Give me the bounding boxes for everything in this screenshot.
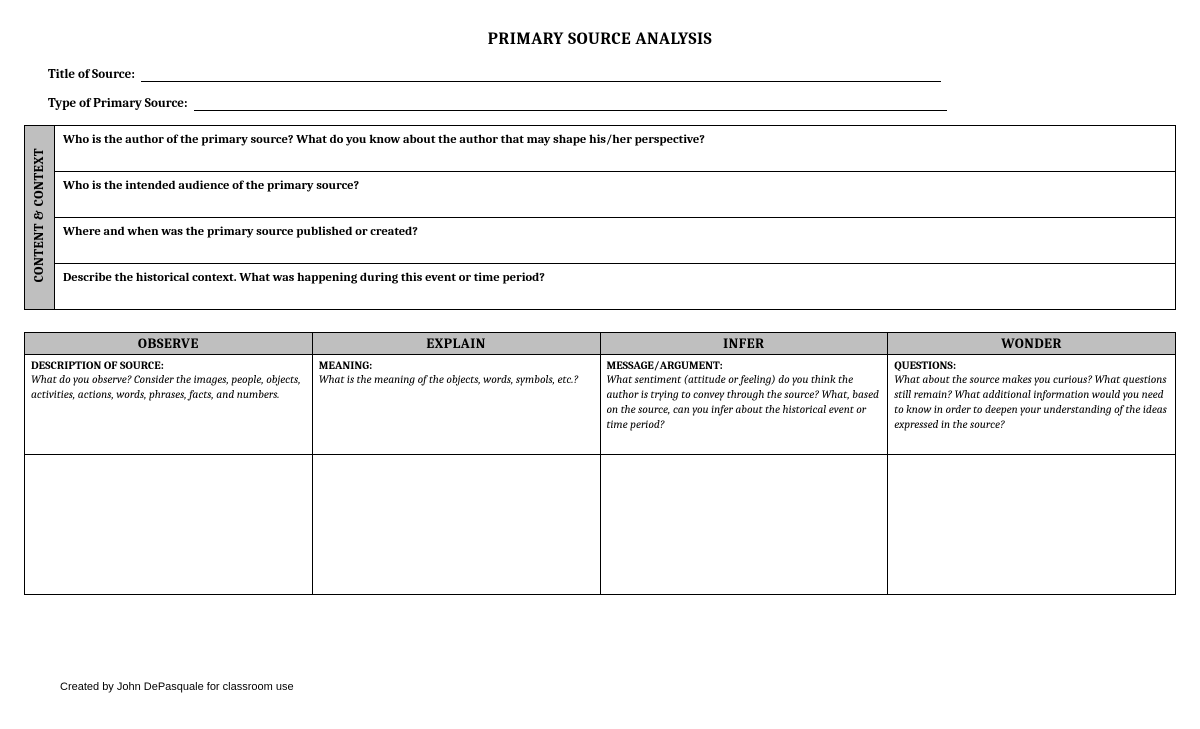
oeiw-table: OBSERVE EXPLAIN INFER WONDER DESCRIPTION… — [24, 332, 1176, 595]
blank-explain[interactable] — [312, 454, 600, 594]
blank-infer[interactable] — [600, 454, 888, 594]
content-context-side-label: CONTENT & CONTEXT — [25, 126, 55, 310]
desc-infer-sub: MESSAGE/ARGUMENT: — [607, 359, 882, 374]
desc-wonder-body: What about the source makes you curious?… — [894, 373, 1167, 431]
cc-question-audience: Who is the intended audience of the prim… — [55, 171, 1176, 217]
type-of-source-field: Type of Primary Source: — [48, 96, 1176, 111]
cc-question-author: Who is the author of the primary source?… — [55, 126, 1176, 172]
desc-observe-body: What do you observe? Consider the images… — [31, 373, 301, 401]
content-context-table: CONTENT & CONTEXT Who is the author of t… — [24, 125, 1176, 310]
desc-infer: MESSAGE/ARGUMENT: What sentiment (attitu… — [600, 354, 888, 454]
header-explain: EXPLAIN — [312, 332, 600, 354]
header-wonder: WONDER — [888, 332, 1176, 354]
blank-observe[interactable] — [25, 454, 313, 594]
worksheet-page: PRIMARY SOURCE ANALYSIS Title of Source:… — [0, 0, 1200, 595]
page-title: PRIMARY SOURCE ANALYSIS — [24, 30, 1176, 49]
footer-credit: Created by John DePasquale for classroom… — [60, 681, 294, 693]
desc-infer-body: What sentiment (attitude or feeling) do … — [607, 373, 879, 431]
cc-question-where-when: Where and when was the primary source pu… — [55, 217, 1176, 263]
desc-wonder: QUESTIONS: What about the source makes y… — [888, 354, 1176, 454]
desc-wonder-sub: QUESTIONS: — [894, 359, 1169, 374]
title-of-source-field: Title of Source: — [48, 67, 1176, 82]
desc-observe: DESCRIPTION OF SOURCE: What do you obser… — [25, 354, 313, 454]
title-of-source-line[interactable] — [141, 68, 941, 82]
header-infer: INFER — [600, 332, 888, 354]
type-of-source-line[interactable] — [194, 97, 947, 111]
blank-wonder[interactable] — [888, 454, 1176, 594]
desc-observe-sub: DESCRIPTION OF SOURCE: — [31, 359, 306, 374]
desc-explain-body: What is the meaning of the objects, word… — [319, 373, 578, 386]
title-of-source-label: Title of Source: — [48, 67, 135, 82]
type-of-source-label: Type of Primary Source: — [48, 96, 188, 111]
header-observe: OBSERVE — [25, 332, 313, 354]
desc-explain-sub: MEANING: — [319, 359, 594, 374]
cc-question-context: Describe the historical context. What wa… — [55, 263, 1176, 309]
desc-explain: MEANING: What is the meaning of the obje… — [312, 354, 600, 454]
